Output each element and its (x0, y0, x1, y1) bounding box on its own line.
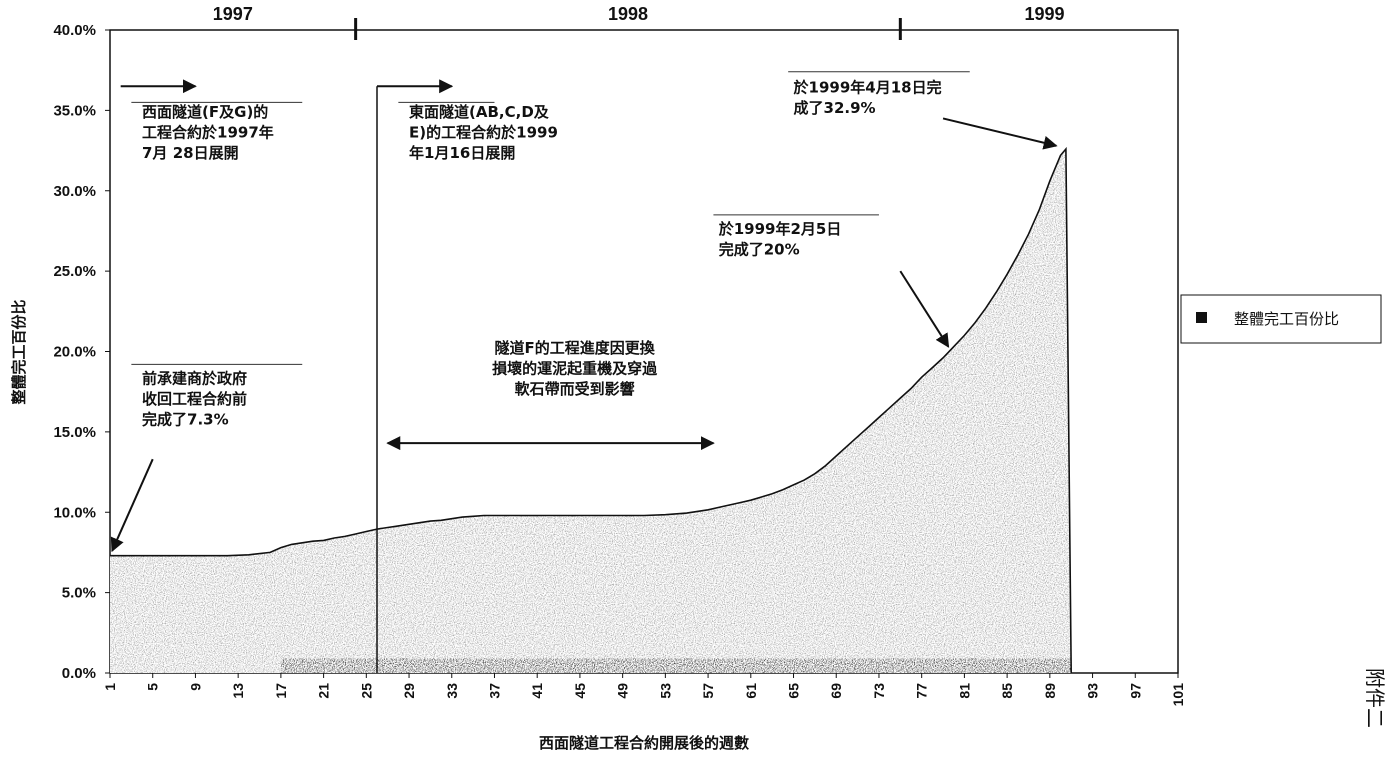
annotation-line: 軟石帶而受到影響 (515, 380, 635, 398)
x-tick-label: 25 (358, 683, 374, 699)
annotation-line: 東面隧道(AB,C,D及 (409, 103, 550, 121)
arrow-20 (899, 270, 950, 348)
x-tick-label: 77 (914, 683, 930, 699)
y-tick-label: 5.0% (62, 585, 96, 602)
x-tick-label: 69 (828, 683, 844, 699)
y-tick-label: 15.0% (53, 424, 96, 441)
annotation-line: E)的工程合約於1999 (409, 123, 558, 141)
annotation-line: 收回工程合約前 (142, 390, 247, 408)
x-tick-label: 41 (529, 683, 545, 699)
legend-swatch (1196, 312, 1207, 323)
annotation: 東面隧道(AB,C,D及 E)的工程合約於1999 年1月16日展開 (409, 103, 558, 162)
year-label: 1998 (608, 4, 648, 24)
annotation-line: 於1999年4月18日完 (794, 79, 942, 97)
legend-label: 整體完工百份比 (1234, 310, 1339, 328)
annotation-line: 西面隧道(F及G)的 (142, 103, 268, 121)
annotation-line: 7月 28日展開 (142, 144, 239, 162)
x-tick-label: 49 (615, 683, 631, 699)
x-tick-label: 97 (1127, 683, 1143, 699)
x-axis-label: 西面隧道工程合約開展後的週數 (539, 734, 749, 752)
x-tick-label: 21 (316, 683, 332, 699)
legend: 整體完工百份比 (1180, 294, 1382, 344)
annotation-line: 工程合約於1997年 (142, 123, 274, 141)
x-tick-label: 61 (743, 683, 759, 699)
x-tick-label: 81 (956, 683, 972, 699)
area-layer (110, 146, 1072, 674)
y-tick-label: 10.0% (53, 504, 96, 521)
annotation-line: 完成了7.3% (142, 411, 229, 429)
x-tick-label: 89 (1042, 683, 1058, 699)
annotation-line: 完成了20% (719, 241, 800, 259)
axes: 0.0% 5.0% 10.0% 15.0% 20.0% 25.0% 30.0% 35.0% 40… (53, 4, 1186, 706)
y-tick-label: 0.0% (62, 665, 96, 682)
x-tick-label: 57 (700, 683, 716, 699)
x-tick-label: 9 (187, 683, 203, 691)
annotation-line: 年1月16日展開 (409, 144, 515, 162)
x-tick-label: 53 (657, 683, 673, 699)
y-axis-label: 整體完工百份比 (10, 299, 28, 404)
x-tick-label: 45 (572, 683, 588, 699)
y-tick-label: 30.0% (53, 183, 96, 200)
x-tick-label: 73 (871, 683, 887, 699)
side-label-text: 附件二 (1363, 668, 1387, 728)
annotation-line: 隧道F的工程進度因更換 (494, 339, 655, 357)
x-tick-label: 33 (444, 683, 460, 699)
annotation-line: 成了32.9% (794, 99, 876, 117)
x-tick-label: 37 (486, 683, 502, 699)
arrow-32-9 (942, 117, 1058, 150)
y-tick-label: 35.0% (53, 102, 96, 119)
annotation-line: 於1999年2月5日 (719, 220, 842, 238)
x-tick-label: 13 (230, 683, 246, 699)
y-tick-label: 40.0% (53, 22, 96, 39)
x-tick-label: 29 (401, 683, 417, 699)
side-label: 附件二 (1363, 668, 1387, 728)
annotation-line: 損壞的運泥起重機及穿過 (492, 360, 658, 378)
x-tick-label: 17 (273, 683, 289, 699)
annotation-line: 前承建商於政府 (142, 370, 247, 388)
year-label: 1997 (213, 4, 253, 24)
x-tick-label: 85 (999, 683, 1015, 699)
x-tick-label: 101 (1170, 683, 1186, 707)
x-tick-label: 5 (145, 683, 161, 691)
area-fill (110, 149, 1072, 673)
y-tick-label: 25.0% (53, 263, 96, 280)
year-label: 1999 (1024, 4, 1064, 24)
y-tick-label: 20.0% (53, 344, 96, 361)
x-tick-label: 1 (102, 683, 118, 691)
legend-box (1180, 294, 1382, 344)
series-line (110, 146, 1072, 674)
arrow-7-3 (110, 458, 154, 553)
x-tick-label: 93 (1085, 683, 1101, 699)
x-tick-label: 65 (786, 683, 802, 699)
baseline-band (280, 658, 1072, 673)
